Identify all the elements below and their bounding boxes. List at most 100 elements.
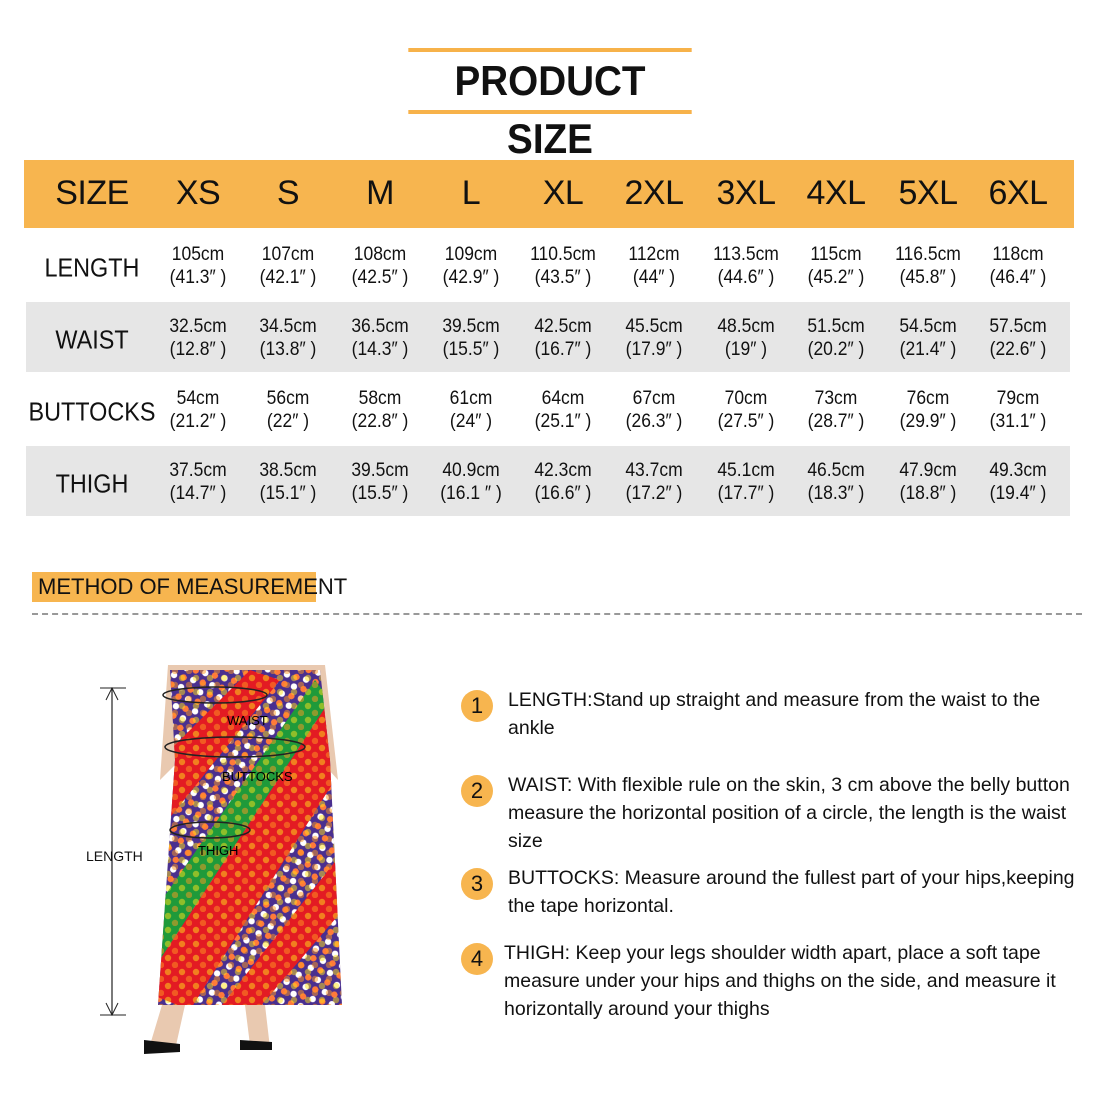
cm-value: 34.5cm: [259, 316, 317, 337]
table-cell: 107cm (42.1″ ): [260, 243, 317, 289]
cm-value: 46.5cm: [807, 460, 865, 481]
inch-value: (42.5″ ): [351, 267, 409, 288]
table-cell: 46.5cm (18.3″ ): [807, 459, 864, 505]
inch-value: (15.5″ ): [442, 339, 500, 360]
cm-value: 56cm: [266, 388, 310, 409]
skirt-figure: WAIST BUTTOCKS THIGH: [100, 665, 342, 1054]
cm-value: 67cm: [632, 388, 676, 409]
cm-value: 113.5cm: [713, 244, 779, 265]
header-size-l: L: [461, 174, 481, 212]
inch-value: (25.1″ ): [534, 411, 592, 432]
inch-value: (17.7″ ): [717, 483, 775, 504]
buttocks-figure-label: BUTTOCKS: [222, 769, 293, 784]
table-cell: 42.3cm (16.6″ ): [534, 459, 591, 505]
cm-value: 49.3cm: [989, 460, 1047, 481]
thigh-figure-label: THIGH: [198, 843, 238, 858]
inch-value: (19″ ): [724, 339, 768, 360]
cm-value: 54.5cm: [899, 316, 957, 337]
step-number-badge: 3: [461, 868, 493, 900]
inch-value: (41.3″ ): [169, 267, 227, 288]
table-cell: 110.5cm (43.5″ ): [530, 243, 596, 289]
inch-value: (21.4″ ): [899, 339, 957, 360]
inch-value: (26.3″ ): [625, 411, 683, 432]
inch-value: (45.2″ ): [807, 267, 865, 288]
inch-value: (15.1″ ): [259, 483, 317, 504]
inch-value: (22″ ): [266, 411, 310, 432]
table-cell: 36.5cm (14.3″ ): [351, 315, 408, 361]
inch-value: (21.2″ ): [169, 411, 227, 432]
table-row-thigh: THIGH 37.5cm (14.7″ ) 38.5cm (15.1″ ) 39.5cm(…: [26, 446, 1070, 516]
cm-value: 118cm: [992, 244, 1044, 265]
inch-value: (17.2″ ): [625, 483, 683, 504]
header-size-2xl: 2XL: [624, 174, 685, 212]
cm-value: 47.9cm: [899, 460, 957, 481]
table-cell: 32.5cm (12.8″ ): [169, 315, 226, 361]
inch-value: (19.4″ ): [989, 483, 1047, 504]
cm-value: 108cm: [353, 244, 407, 265]
method-heading: METHOD OF MEASUREMENT: [32, 572, 347, 602]
inch-value: (17.9″ ): [625, 339, 683, 360]
inch-value: (16.6″ ): [534, 483, 592, 504]
inch-value: (14.3″ ): [351, 339, 409, 360]
header-size-4xl: 4XL: [806, 174, 867, 212]
table-cell: 45.5cm (17.9″ ): [625, 315, 682, 361]
cm-value: 70cm: [724, 388, 768, 409]
inch-value: (29.9″ ): [899, 411, 957, 432]
cm-value: 42.5cm: [534, 316, 592, 337]
inch-value: (18.3″ ): [807, 483, 865, 504]
table-cell: 45.1cm (17.7″ ): [717, 459, 774, 505]
table-cell: 38.5cm (15.1″ ): [259, 459, 316, 505]
header-size-5xl: 5XL: [898, 174, 959, 212]
table-cell: 113.5cm (44.6″ ): [713, 243, 779, 289]
inch-value: (12.8″ ): [169, 339, 227, 360]
step-number-badge: 4: [461, 943, 493, 975]
table-cell: 39.5cm (15.5″ ): [351, 459, 408, 505]
cm-value: 37.5cm: [169, 460, 227, 481]
inch-value: (20.2″ ): [807, 339, 865, 360]
inch-value: (18.8″ ): [899, 483, 957, 504]
table-cell: 61cm (24″ ): [450, 387, 493, 433]
divider: [32, 613, 1082, 615]
cm-value: 115cm: [810, 244, 862, 265]
table-cell: 37.5cm (14.7″ ): [169, 459, 226, 505]
header-size-m: M: [366, 174, 394, 212]
row-label: WAIST: [55, 324, 129, 355]
header-size-label: SIZE: [55, 174, 129, 212]
table-cell: 39.5cm (15.5″ ): [442, 315, 499, 361]
inch-value: (28.7″ ): [807, 411, 865, 432]
table-row-buttocks: BUTTOCKS 54cm (21.2″ ) 56cm (22″ ) 58cm (22.8″…: [26, 376, 1070, 442]
table-cell: 79cm (31.1″ ): [990, 387, 1047, 433]
cm-value: 57.5cm: [989, 316, 1047, 337]
cm-value: 36.5cm: [351, 316, 409, 337]
table-row-waist: WAIST 32.5cm (12.8″ ) 34.5cm (13.8″ ) 36.5cm(…: [26, 302, 1070, 372]
step-number-badge: 2: [461, 775, 493, 807]
header-size-3xl: 3XL: [716, 174, 777, 212]
cm-value: 54cm: [176, 388, 220, 409]
table-cell: 40.9cm (16.1 ″ ): [440, 459, 502, 505]
table-header: SIZE XS S M L XL 2XL 3XL 4XL 5XL 6XL: [24, 160, 1074, 228]
cm-value: 45.1cm: [717, 460, 775, 481]
cm-value: 39.5cm: [442, 316, 500, 337]
inch-value: (46.4″ ): [989, 267, 1047, 288]
cm-value: 112cm: [628, 244, 680, 265]
inch-value: (44.6″ ): [717, 267, 775, 288]
table-cell: 51.5cm (20.2″ ): [807, 315, 864, 361]
inch-value: (22.8″ ): [351, 411, 409, 432]
step-number-badge: 1: [461, 690, 493, 722]
table-cell: 108cm (42.5″ ): [352, 243, 409, 289]
header-size-s: S: [276, 174, 300, 212]
table-cell: 47.9cm (18.8″ ): [899, 459, 956, 505]
header-size-6xl: 6XL: [988, 174, 1049, 212]
table-cell: 115cm (45.2″ ): [808, 243, 865, 289]
table-row-length: LENGTH 105cm (41.3″ ) 107cm (42.1″ ) 108cm (42…: [26, 232, 1070, 298]
table-cell: 56cm (22″ ): [267, 387, 310, 433]
table-cell: 112cm (44″ ): [628, 243, 679, 289]
cm-value: 105cm: [171, 244, 225, 265]
inch-value: (31.1″ ): [989, 411, 1047, 432]
inch-value: (16.7″ ): [534, 339, 592, 360]
cm-value: 61cm: [449, 388, 493, 409]
cm-value: 110.5cm: [530, 244, 596, 265]
cm-value: 32.5cm: [169, 316, 227, 337]
cm-value: 42.3cm: [534, 460, 592, 481]
inch-value: (15.5″ ): [351, 483, 409, 504]
